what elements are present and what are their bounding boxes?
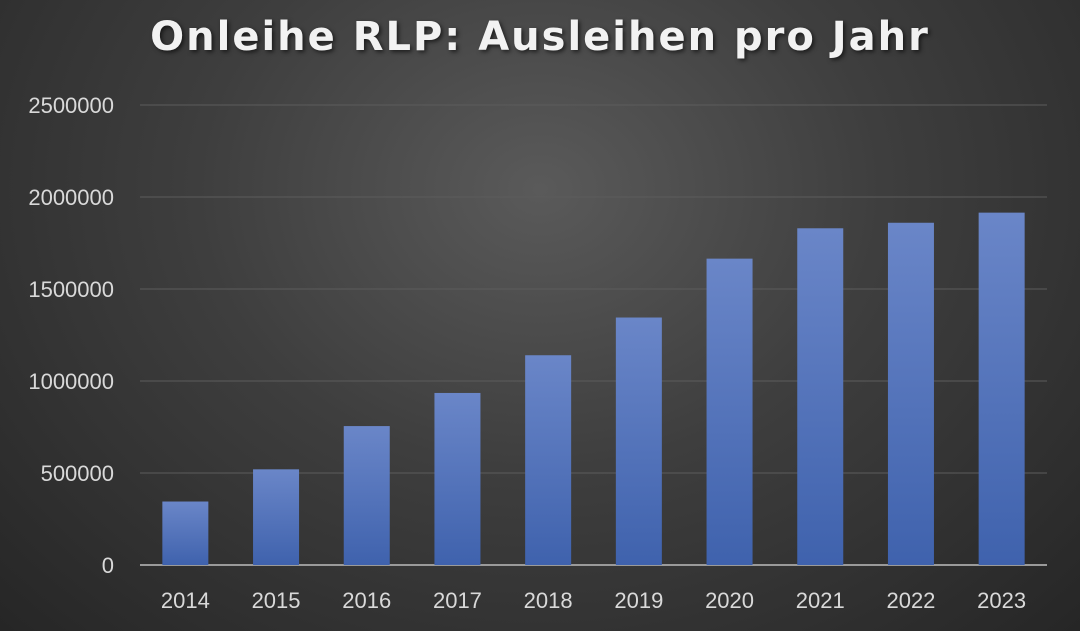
y-tick-label: 2500000 xyxy=(28,93,114,118)
y-tick-label: 0 xyxy=(102,553,114,578)
y-tick-label: 1500000 xyxy=(28,277,114,302)
bar-2023 xyxy=(978,212,1025,565)
x-tick-label: 2018 xyxy=(524,588,573,613)
bar-2015 xyxy=(253,469,300,565)
bar-2022 xyxy=(887,222,934,565)
bar-2018 xyxy=(525,355,572,565)
y-axis-ticks: 0 500000 1000000 1500000 2000000 2500000 xyxy=(28,93,114,578)
y-tick-label: 2000000 xyxy=(28,185,114,210)
bar-2019 xyxy=(615,317,662,565)
y-tick-label: 1000000 xyxy=(28,369,114,394)
x-tick-label: 2023 xyxy=(977,588,1026,613)
x-tick-label: 2020 xyxy=(705,588,754,613)
x-tick-label: 2016 xyxy=(342,588,391,613)
x-tick-label: 2022 xyxy=(886,588,935,613)
bar-2014 xyxy=(162,501,209,565)
bar-2020 xyxy=(706,258,753,565)
x-axis-ticks: 2014 2015 2016 2017 2018 2019 2020 2021 2022 2023 xyxy=(161,588,1026,613)
x-tick-label: 2015 xyxy=(252,588,301,613)
y-tick-label: 500000 xyxy=(41,461,114,486)
bar-2021 xyxy=(797,228,844,565)
bar-2017 xyxy=(434,392,481,565)
x-tick-label: 2021 xyxy=(796,588,845,613)
bar-2016 xyxy=(343,426,390,565)
x-tick-label: 2014 xyxy=(161,588,210,613)
x-tick-label: 2017 xyxy=(433,588,482,613)
bars xyxy=(162,212,1025,565)
x-tick-label: 2019 xyxy=(614,588,663,613)
chart-title: Onleihe RLP: Ausleihen pro Jahr xyxy=(150,14,930,60)
